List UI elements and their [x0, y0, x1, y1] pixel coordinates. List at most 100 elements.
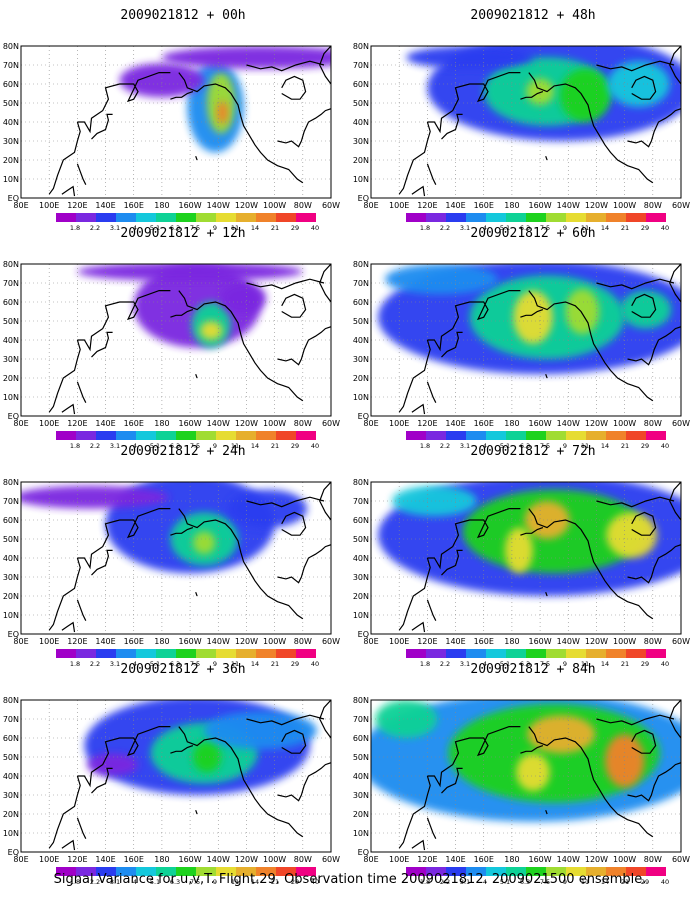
colorbar-swatch	[546, 431, 566, 440]
lat-tick-label: 80N	[353, 42, 369, 51]
lat-tick-label: EQ	[8, 848, 19, 857]
panel-title: 2009021812 + 72h	[470, 444, 596, 459]
colorbar-label: 11	[581, 878, 589, 886]
lon-tick-label: 100E	[389, 419, 409, 428]
forecast-panel: 2009021812 + 12h 80N 70N 60N 50N 40N 30N 20N 10N…	[3, 226, 348, 450]
lon-tick-label: 140W	[207, 855, 230, 864]
colorbar-swatch	[56, 649, 76, 658]
lon-tick-label: 80W	[644, 419, 662, 428]
lon-tick-label: 180	[154, 201, 169, 210]
colorbar-swatch	[136, 649, 156, 658]
colorbar-label: 2.2	[440, 660, 450, 668]
lat-tick-label: 60N	[3, 516, 19, 525]
lon-tick-label: 140E	[95, 201, 115, 210]
colorbar-swatch	[116, 431, 136, 440]
colorbar-label: 2.2	[90, 442, 100, 450]
colorbar-label: 21	[271, 442, 279, 450]
colorbar-label: 40	[661, 660, 669, 668]
colorbar-swatch	[506, 213, 526, 222]
colorbar-swatch	[606, 213, 626, 222]
lon-tick-label: 60W	[322, 201, 340, 210]
variance-blob	[504, 527, 534, 574]
lat-tick-label: 80N	[3, 260, 19, 269]
variance-blob	[21, 485, 169, 509]
lat-tick-label: 50N	[3, 317, 19, 326]
lat-tick-label: 30N	[353, 355, 369, 364]
colorbar-label: 14	[251, 224, 259, 232]
lat-tick-label: 20N	[3, 592, 19, 601]
lat-tick-label: 20N	[353, 810, 369, 819]
colorbar-label: 3.1	[110, 878, 120, 886]
lon-tick-label: 140E	[445, 201, 465, 210]
map-frame	[370, 481, 682, 635]
variance-blob	[527, 715, 596, 754]
lon-tick-label: 140E	[95, 419, 115, 428]
lat-tick-label: 30N	[353, 137, 369, 146]
colorbar-swatch	[446, 431, 466, 440]
lat-tick-label: 50N	[3, 99, 19, 108]
colorbar-swatch	[626, 213, 646, 222]
colorbar-label: 29	[291, 442, 299, 450]
lon-tick-label: 60W	[672, 201, 690, 210]
colorbar-label: 5.1	[500, 224, 510, 232]
variance-blob	[565, 288, 600, 335]
lat-tick-label: 60N	[3, 80, 19, 89]
colorbar-swatch	[116, 867, 136, 876]
colorbar-label: 14	[601, 442, 609, 450]
lon-tick-label: 100W	[263, 419, 286, 428]
colorbar-swatch	[236, 867, 256, 876]
colorbar-swatch	[276, 649, 296, 658]
colorbar-label: 21	[271, 878, 279, 886]
lon-tick-label: 100W	[263, 201, 286, 210]
lon-tick-label: 100E	[39, 855, 59, 864]
lon-tick-label: 80W	[294, 419, 312, 428]
lat-tick-label: 70N	[353, 61, 369, 70]
map-grid	[21, 482, 331, 634]
colorbar-swatch	[546, 649, 566, 658]
lon-tick-label: 140E	[95, 637, 115, 646]
lon-tick-label: 80E	[13, 855, 28, 864]
colorbar-label: 2.2	[440, 224, 450, 232]
lat-tick-label: 50N	[353, 99, 369, 108]
variance-blob	[204, 711, 317, 750]
lat-tick-label: 50N	[353, 317, 369, 326]
lon-tick-label: 120W	[235, 855, 258, 864]
colorbar-label: 14	[251, 442, 259, 450]
variance-blob	[516, 753, 550, 792]
colorbar-label: 11	[231, 224, 239, 232]
colorbar-label: 40	[311, 442, 319, 450]
panel-title: 2009021812 + 24h	[120, 444, 246, 459]
colorbar-swatch	[196, 867, 216, 876]
lat-tick-label: 20N	[353, 374, 369, 383]
colorbar-label: 9	[213, 224, 217, 232]
variance-blob	[228, 489, 308, 528]
colorbar-swatch	[506, 867, 526, 876]
colorbar-swatch	[646, 867, 666, 876]
forecast-panel: 2009021812 + 72h 80N 70N 60N 50N 40N 30N 20N 10N…	[353, 444, 698, 668]
lon-tick-label: 160W	[528, 855, 551, 864]
lat-tick-label: EQ	[358, 630, 369, 639]
lon-tick-label: 60W	[322, 419, 340, 428]
variance-blob	[513, 290, 553, 344]
lon-tick-label: 120W	[235, 201, 258, 210]
lon-tick-label: 160W	[178, 637, 201, 646]
lat-tick-label: 40N	[3, 554, 19, 563]
colorbar-swatch	[646, 649, 666, 658]
coastline	[48, 264, 331, 415]
colorbar-label: 9	[213, 660, 217, 668]
lat-tick-label: 20N	[3, 810, 19, 819]
lon-tick-label: 160W	[528, 201, 551, 210]
colorbar-swatch	[176, 431, 196, 440]
colorbar-swatch	[76, 867, 96, 876]
lon-tick-label: 80E	[363, 637, 378, 646]
lon-tick-label: 120E	[67, 855, 87, 864]
map-frame	[370, 263, 682, 417]
variance-blob	[559, 68, 611, 122]
lon-tick-label: 120W	[585, 201, 608, 210]
lat-tick-label: 30N	[3, 791, 19, 800]
colorbar-swatch	[586, 431, 606, 440]
